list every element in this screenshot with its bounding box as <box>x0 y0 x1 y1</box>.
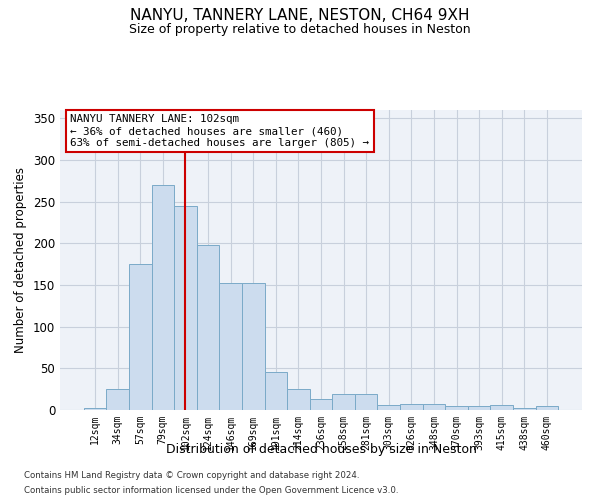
Bar <box>242 282 265 410</box>
Bar <box>310 399 332 410</box>
Bar <box>152 185 174 410</box>
Y-axis label: Number of detached properties: Number of detached properties <box>14 167 28 353</box>
Bar <box>84 408 106 410</box>
Bar <box>129 264 152 410</box>
Bar <box>220 282 242 410</box>
Bar <box>536 406 558 410</box>
Text: Contains public sector information licensed under the Open Government Licence v3: Contains public sector information licen… <box>24 486 398 495</box>
Text: NANYU TANNERY LANE: 102sqm
← 36% of detached houses are smaller (460)
63% of sem: NANYU TANNERY LANE: 102sqm ← 36% of deta… <box>70 114 370 148</box>
Text: Distribution of detached houses by size in Neston: Distribution of detached houses by size … <box>166 442 476 456</box>
Bar <box>332 394 355 410</box>
Bar <box>490 405 513 410</box>
Bar <box>468 406 490 410</box>
Text: Contains HM Land Registry data © Crown copyright and database right 2024.: Contains HM Land Registry data © Crown c… <box>24 471 359 480</box>
Text: Size of property relative to detached houses in Neston: Size of property relative to detached ho… <box>129 22 471 36</box>
Bar <box>400 404 422 410</box>
Bar <box>513 408 536 410</box>
Bar <box>106 389 129 410</box>
Bar <box>287 389 310 410</box>
Text: NANYU, TANNERY LANE, NESTON, CH64 9XH: NANYU, TANNERY LANE, NESTON, CH64 9XH <box>130 8 470 22</box>
Bar <box>197 245 220 410</box>
Bar <box>445 406 468 410</box>
Bar <box>422 404 445 410</box>
Bar <box>355 394 377 410</box>
Bar <box>377 405 400 410</box>
Bar <box>265 372 287 410</box>
Bar <box>174 206 197 410</box>
